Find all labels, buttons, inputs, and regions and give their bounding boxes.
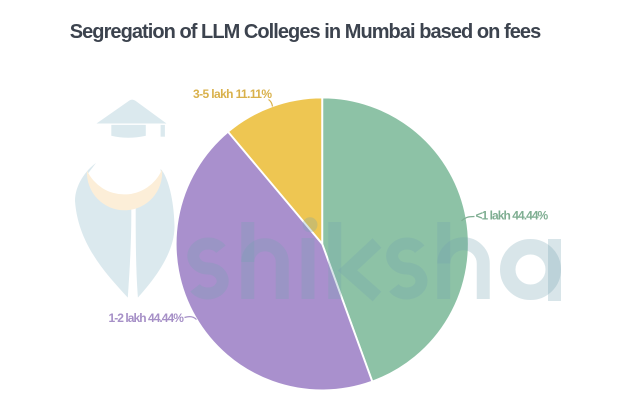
svg-text:1-2 lakh 44.44%: 1-2 lakh 44.44% xyxy=(109,311,185,325)
svg-text:<1 lakh 44.44%: <1 lakh 44.44% xyxy=(476,209,549,223)
svg-text:3-5 lakh 11.11%: 3-5 lakh 11.11% xyxy=(193,87,272,101)
svg-text:Segregation of LLM Colleges in: Segregation of LLM Colleges in Mumbai ba… xyxy=(70,21,541,43)
